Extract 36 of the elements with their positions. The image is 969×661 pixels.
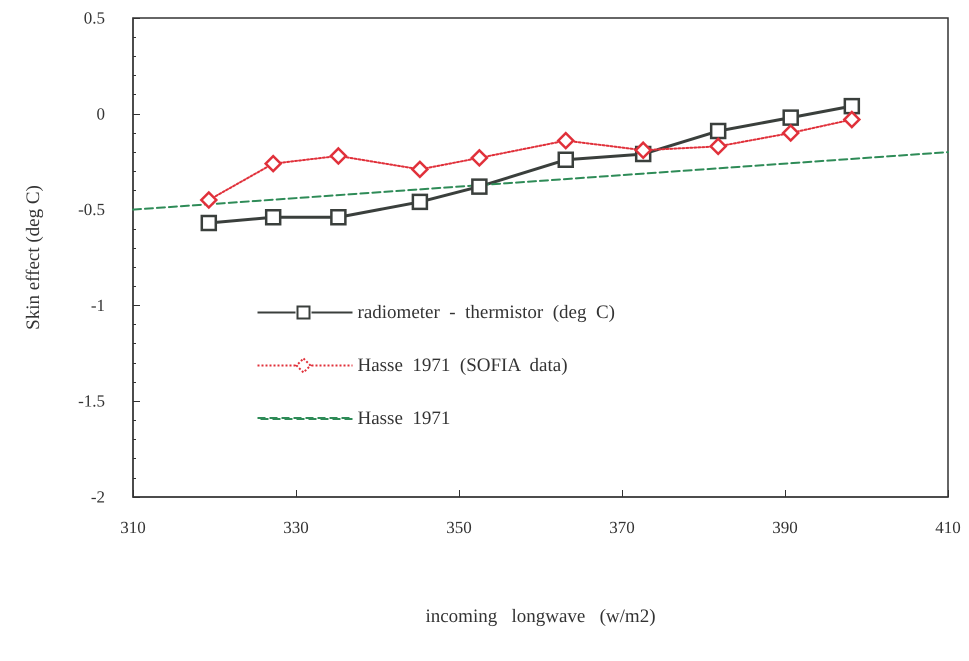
legend-label: Hasse 1971 (SOFIA data) (358, 355, 568, 376)
point (782, 109, 799, 126)
point (709, 138, 727, 156)
x-tick-label: 350 (446, 518, 472, 537)
y-tick-label: 0.5 (84, 8, 105, 28)
x-tick-label: 410 (935, 518, 961, 537)
point (264, 154, 282, 172)
point (264, 209, 282, 226)
point (200, 214, 218, 232)
point (782, 124, 800, 142)
point (471, 178, 488, 195)
point (843, 110, 861, 128)
legend-label: radiometer - thermistor (deg C) (358, 302, 615, 323)
point (411, 160, 429, 178)
legend-label: Hasse 1971 (358, 408, 450, 429)
point (558, 152, 574, 168)
point (844, 98, 860, 114)
point (470, 149, 488, 167)
x-tick-label: 330 (283, 518, 309, 537)
y-axis-title: Skin effect (deg C) (23, 185, 44, 330)
point (634, 141, 652, 159)
point (330, 209, 347, 226)
point (200, 191, 218, 209)
point (412, 194, 428, 210)
point (330, 147, 348, 165)
x-tick-label: 390 (772, 518, 798, 537)
point (557, 132, 575, 150)
y-tick-label: -1 (90, 296, 105, 315)
x-tick-label: 370 (609, 518, 635, 537)
x-tick-label: 310 (120, 518, 146, 537)
y-tick-label: 0 (96, 104, 105, 124)
y-tick-label: -2 (90, 488, 105, 506)
x-axis-title: incoming longwave (w/m2) (425, 606, 656, 627)
y-tick-label: -1.5 (78, 392, 105, 411)
point (710, 122, 726, 140)
y-tick-label: -0.5 (78, 200, 105, 220)
